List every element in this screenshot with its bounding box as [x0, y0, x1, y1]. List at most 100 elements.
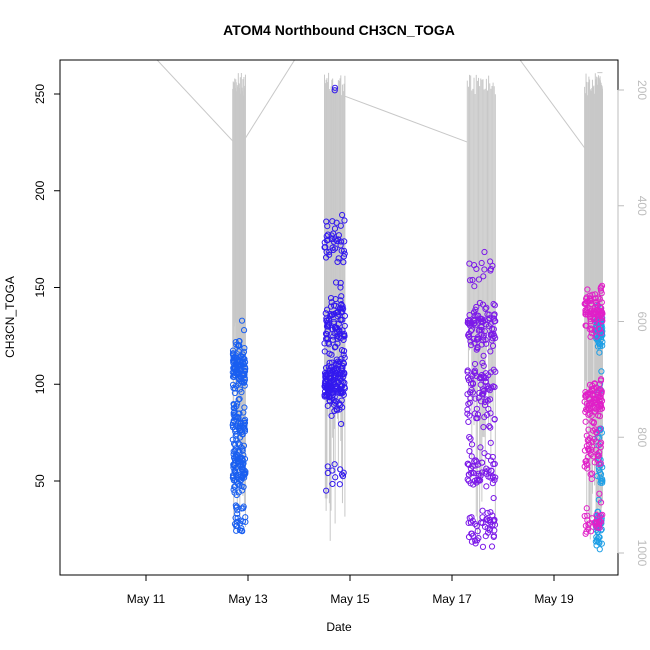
data-point: [232, 414, 239, 421]
data-point: [593, 524, 600, 531]
data-point: [241, 455, 249, 463]
data-point: [490, 494, 497, 502]
data-point: [478, 326, 485, 334]
data-point: [323, 218, 330, 225]
data-point: [581, 398, 588, 405]
data-point: [590, 395, 597, 402]
data-point: [583, 457, 590, 464]
data-point: [476, 315, 484, 322]
data-point: [483, 304, 490, 311]
data-point: [466, 320, 473, 327]
data-point: [483, 483, 490, 490]
data-point: [582, 530, 589, 537]
data-point: [464, 410, 471, 417]
data-point: [487, 509, 494, 516]
data-point: [488, 384, 495, 391]
data-point: [467, 342, 475, 349]
data-point: [586, 435, 593, 442]
data-point: [592, 446, 599, 453]
data-point: [482, 533, 489, 540]
data-point: [487, 474, 494, 481]
data-point: [490, 366, 497, 373]
data-point: [479, 507, 486, 514]
data-point: [489, 342, 497, 349]
y-tick-label: 200: [33, 180, 47, 200]
data-point: [481, 413, 488, 421]
data-point: [464, 476, 471, 483]
data-point: [475, 534, 482, 542]
data-point: [465, 519, 472, 527]
data-point: [584, 465, 591, 472]
data-point: [235, 396, 242, 403]
data-point: [337, 222, 344, 229]
data-point: [233, 504, 240, 511]
data-point: [484, 509, 491, 517]
data-point: [482, 340, 490, 347]
data-point: [591, 519, 598, 526]
secondary-y-axis: 200 400 600 800 1000: [617, 80, 649, 567]
data-point: [597, 284, 605, 291]
data-point: [233, 522, 240, 529]
data-point: [586, 441, 593, 448]
data-point: [465, 533, 473, 541]
data-point: [487, 410, 494, 417]
data-point: [594, 472, 601, 480]
data-point: [340, 259, 347, 266]
data-point: [232, 471, 240, 479]
data-point: [326, 397, 333, 404]
data-point: [477, 444, 484, 451]
data-point: [236, 441, 243, 448]
data-point: [470, 309, 478, 316]
data-point: [229, 436, 236, 443]
data-point: [477, 519, 485, 526]
data-point: [341, 238, 348, 245]
data-point: [582, 311, 590, 318]
transit-segment: [242, 60, 296, 143]
data-point: [469, 389, 476, 396]
data-point: [331, 87, 338, 94]
data-point: [337, 334, 344, 342]
data-point: [327, 311, 334, 318]
data-point: [242, 514, 249, 521]
data-point: [233, 527, 240, 534]
data-point: [325, 381, 332, 389]
transit-segment: [156, 60, 235, 143]
data-point: [583, 505, 590, 512]
data-point: [598, 397, 606, 404]
x-tick-label: May 11: [127, 592, 166, 606]
data-point: [489, 480, 496, 487]
data-point: [587, 318, 594, 325]
data-point: [597, 403, 605, 410]
data-point: [330, 396, 337, 404]
data-point: [240, 371, 247, 379]
data-point: [597, 444, 604, 451]
data-point: [468, 453, 475, 460]
data-point: [485, 517, 492, 524]
data-point: [340, 378, 347, 385]
data-point: [329, 244, 336, 251]
data-point: [464, 391, 471, 398]
data-point: [323, 334, 330, 341]
data-point: [240, 348, 248, 355]
data-point: [321, 348, 328, 355]
data-point: [340, 469, 347, 476]
data-point: [233, 478, 241, 485]
secondary-tick-label: 200: [635, 80, 649, 100]
data-point: [488, 543, 496, 550]
data-point: [479, 543, 487, 550]
secondary-tick-label: 1000: [635, 540, 649, 567]
data-point: [583, 322, 590, 329]
data-point: [335, 379, 342, 386]
data-point: [594, 452, 601, 460]
x-tick-label: May 13: [228, 592, 268, 606]
data-point: [598, 290, 605, 297]
data-point: [230, 486, 237, 493]
data-point: [491, 415, 498, 423]
data-point: [337, 238, 345, 245]
data-point: [329, 367, 336, 374]
data-point: [333, 219, 340, 226]
data-point: [471, 360, 479, 368]
data-point: [334, 367, 341, 374]
data-point: [340, 253, 348, 260]
